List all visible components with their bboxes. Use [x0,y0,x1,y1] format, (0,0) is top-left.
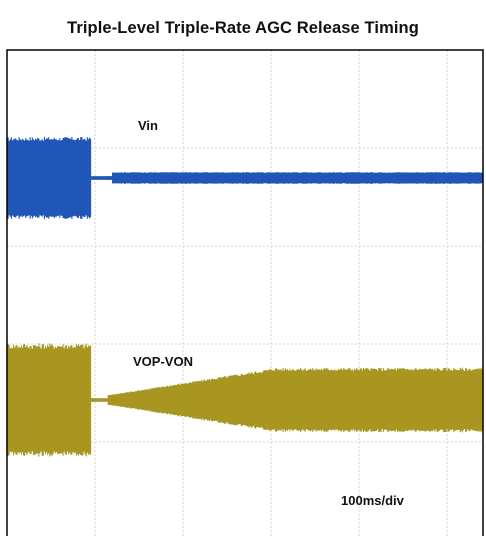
time-scale-label: 100ms/div [341,493,405,508]
chart-title: Triple-Level Triple-Rate AGC Release Tim… [67,19,419,37]
plot-frame [6,49,484,536]
vin-trace [6,136,483,220]
grid [7,50,483,536]
vop-von-label: VOP-VON [133,354,193,369]
vin-label: Vin [138,118,158,133]
vop-von-trace [6,343,483,457]
traces [6,136,483,457]
